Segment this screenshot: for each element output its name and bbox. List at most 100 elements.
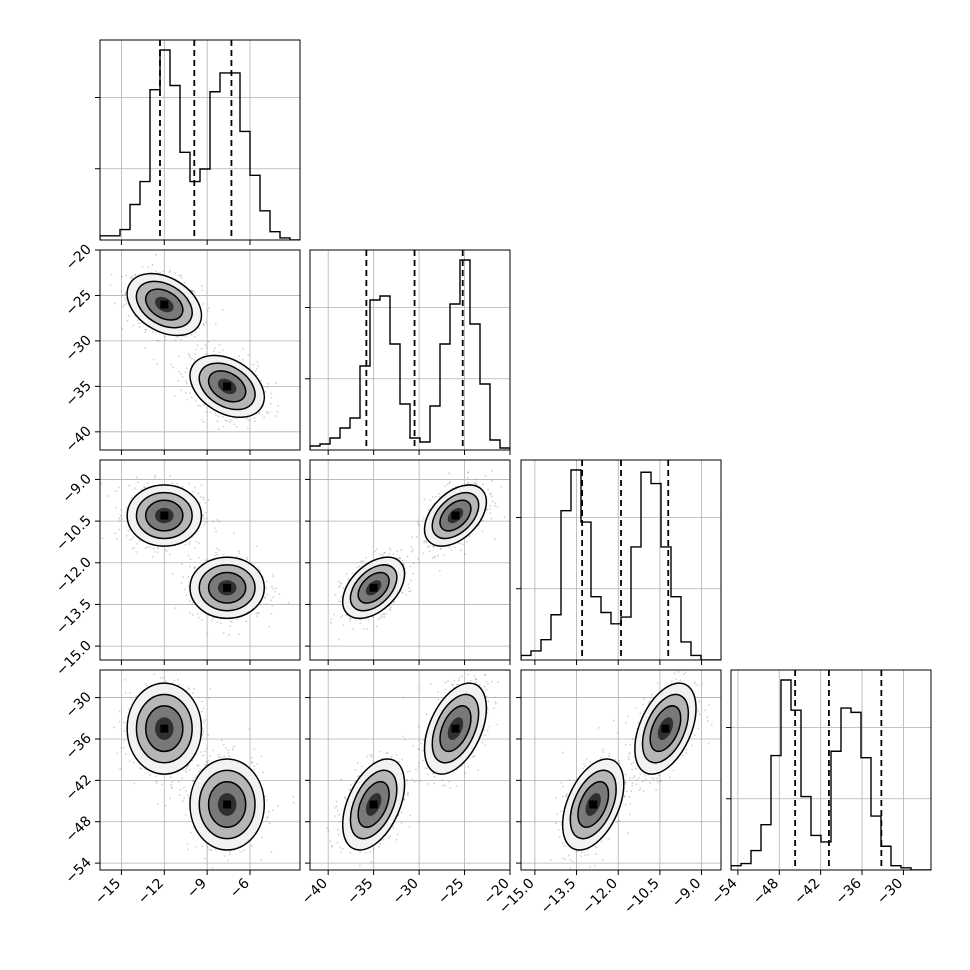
sample-point bbox=[374, 550, 377, 553]
sample-point bbox=[252, 363, 255, 366]
sample-point bbox=[181, 563, 183, 566]
sample-point bbox=[153, 664, 155, 666]
sample-point bbox=[292, 795, 295, 798]
sample-point bbox=[268, 411, 271, 414]
sample-point bbox=[124, 291, 127, 294]
sample-point bbox=[206, 559, 209, 561]
sample-point bbox=[425, 540, 428, 543]
sample-point bbox=[466, 481, 469, 484]
sample-point bbox=[116, 538, 118, 540]
sample-point bbox=[351, 572, 354, 575]
sample-point bbox=[177, 379, 180, 382]
sample-point bbox=[253, 420, 256, 422]
sample-point bbox=[182, 786, 185, 789]
sample-point bbox=[145, 682, 147, 685]
sample-point bbox=[130, 697, 133, 700]
sample-point bbox=[287, 602, 290, 604]
sample-point bbox=[503, 516, 506, 519]
sample-point bbox=[194, 400, 197, 403]
sample-point bbox=[467, 482, 470, 485]
sample-point bbox=[123, 304, 125, 306]
sample-point bbox=[496, 506, 499, 509]
sample-point bbox=[133, 274, 136, 276]
sample-point bbox=[266, 593, 269, 596]
sample-point bbox=[165, 550, 168, 552]
sample-point bbox=[116, 752, 118, 755]
sample-point bbox=[124, 297, 127, 300]
panel-body bbox=[521, 460, 721, 660]
sample-point bbox=[423, 541, 425, 544]
sample-point bbox=[205, 352, 207, 355]
sample-point bbox=[188, 600, 191, 603]
sample-point bbox=[205, 843, 208, 846]
sample-point bbox=[181, 777, 184, 780]
sample-point bbox=[268, 625, 271, 628]
sample-point bbox=[138, 539, 141, 542]
sample-point bbox=[187, 554, 190, 557]
sample-point bbox=[206, 760, 208, 763]
sample-point bbox=[154, 476, 156, 479]
sample-point bbox=[152, 331, 154, 334]
sample-point bbox=[184, 371, 187, 374]
sample-point bbox=[410, 546, 413, 549]
sample-point bbox=[114, 302, 117, 305]
panel-3-0: −15 −12 −9 −6−54−48−42−36−30 bbox=[63, 664, 301, 908]
sample-point bbox=[411, 550, 413, 553]
sample-point bbox=[423, 539, 426, 542]
sample-point bbox=[418, 524, 421, 527]
sample-point bbox=[411, 536, 414, 538]
sample-point bbox=[409, 590, 412, 592]
sample-point bbox=[124, 678, 127, 681]
sample-point bbox=[187, 687, 190, 689]
sample-point bbox=[184, 391, 187, 394]
sample-point bbox=[151, 264, 154, 266]
sample-point bbox=[438, 569, 441, 572]
sample-point bbox=[235, 555, 238, 558]
sample-point bbox=[459, 542, 462, 545]
sample-point bbox=[131, 538, 133, 541]
sample-point bbox=[258, 411, 261, 414]
sample-point bbox=[188, 482, 190, 485]
panel-frame bbox=[99, 459, 301, 661]
sample-point bbox=[218, 520, 221, 523]
sample-point bbox=[268, 822, 271, 825]
sample-point bbox=[388, 547, 391, 550]
sample-point bbox=[215, 551, 217, 554]
sample-point bbox=[185, 594, 188, 597]
sample-point bbox=[489, 508, 492, 510]
sample-point bbox=[208, 697, 211, 700]
y-tick-label: −30 bbox=[63, 332, 95, 364]
sample-point bbox=[194, 547, 197, 550]
sample-point bbox=[154, 775, 157, 778]
histogram-step bbox=[100, 49, 300, 240]
sample-point bbox=[153, 550, 156, 553]
sample-point bbox=[380, 614, 383, 616]
y-tick-label: −9.0 bbox=[59, 471, 94, 506]
panel-body bbox=[100, 664, 300, 870]
sample-point bbox=[202, 515, 204, 518]
sample-point bbox=[191, 603, 194, 606]
sample-point bbox=[176, 678, 179, 681]
sample-point bbox=[141, 265, 144, 268]
sample-point bbox=[250, 761, 253, 764]
sample-point bbox=[201, 845, 204, 848]
sample-point bbox=[125, 274, 127, 277]
sample-point bbox=[197, 404, 200, 407]
sample-point bbox=[491, 495, 493, 498]
sample-point bbox=[186, 382, 188, 385]
sample-point bbox=[154, 474, 157, 477]
panel-body bbox=[100, 250, 300, 450]
sample-point bbox=[109, 284, 112, 287]
sample-point bbox=[201, 710, 203, 713]
sample-point bbox=[257, 567, 260, 569]
sample-point bbox=[494, 538, 496, 541]
sample-point bbox=[211, 619, 213, 622]
sample-point bbox=[152, 358, 155, 361]
sample-point bbox=[196, 613, 199, 615]
sample-point bbox=[189, 541, 191, 543]
sample-point bbox=[227, 751, 230, 754]
sample-point bbox=[267, 383, 270, 385]
sample-point bbox=[191, 357, 193, 360]
sample-point bbox=[434, 555, 436, 558]
sample-point bbox=[489, 512, 492, 514]
